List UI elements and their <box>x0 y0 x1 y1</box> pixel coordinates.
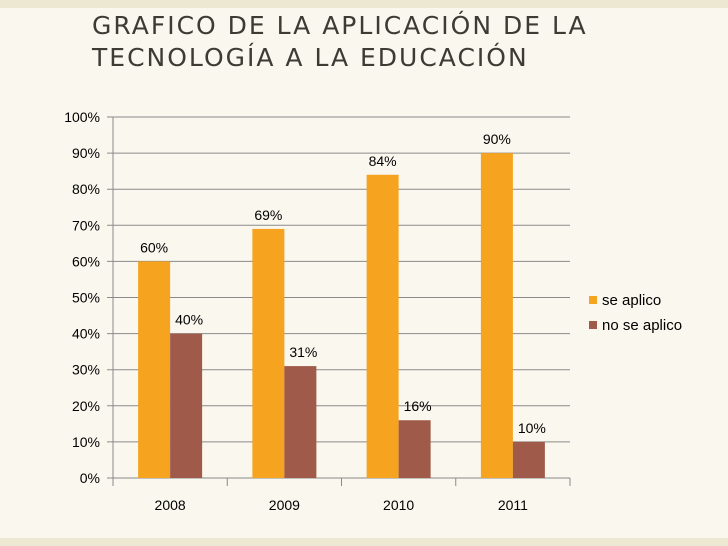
y-tick-label: 100% <box>64 109 100 125</box>
data-label: 10% <box>518 420 546 436</box>
top-stripe <box>0 0 728 8</box>
y-tick-label: 90% <box>72 145 100 161</box>
bar <box>398 420 431 478</box>
y-tick-label: 40% <box>72 326 100 342</box>
y-tick-label: 30% <box>72 362 100 378</box>
bottom-stripe <box>0 538 728 546</box>
bar <box>366 174 399 478</box>
y-axis: 0% 10% 20% 30% 40% 50% 60% 70% 80% 90% 100% <box>64 109 114 486</box>
data-label: 16% <box>404 398 432 414</box>
y-tick-label: 50% <box>72 290 100 306</box>
data-label: 60% <box>140 239 168 255</box>
x-axis: 2008 2009 2010 2011 <box>112 478 571 513</box>
bar <box>252 228 285 478</box>
slide-title-line-1: Grafico de la aplicación de la <box>92 11 588 40</box>
legend-label: se aplico <box>602 292 661 309</box>
data-label: 40% <box>175 312 203 328</box>
data-label: 69% <box>254 207 282 223</box>
legend-swatch <box>589 321 597 329</box>
y-tick-label: 60% <box>72 253 100 269</box>
legend: se aplico no se aplico <box>589 292 682 334</box>
data-labels: 60% 69% 84% 90% 40% 31% 16% 10% <box>140 131 546 436</box>
data-label: 90% <box>483 131 511 147</box>
bar <box>170 333 203 478</box>
x-tick-label: 2008 <box>155 497 186 513</box>
y-tick-label: 0% <box>80 470 100 486</box>
x-tick-label: 2009 <box>269 497 300 513</box>
bars <box>138 153 545 478</box>
slide-title-line-2: tecnología a la educación <box>92 43 529 72</box>
y-tick-label: 70% <box>72 217 100 233</box>
legend-swatch <box>589 296 597 304</box>
legend-label: no se aplico <box>602 317 682 334</box>
y-tick-label: 80% <box>72 181 100 197</box>
slide-title: Grafico de la aplicación de la tecnologí… <box>92 10 712 74</box>
data-label: 84% <box>369 153 397 169</box>
bar <box>284 366 317 478</box>
data-label: 31% <box>289 344 317 360</box>
y-tick-label: 10% <box>72 434 100 450</box>
y-tick-label: 20% <box>72 398 100 414</box>
x-tick-label: 2011 <box>498 497 528 513</box>
x-tick-label: 2010 <box>383 497 414 513</box>
bar <box>138 261 171 478</box>
bar <box>512 441 545 478</box>
bar <box>480 153 513 478</box>
